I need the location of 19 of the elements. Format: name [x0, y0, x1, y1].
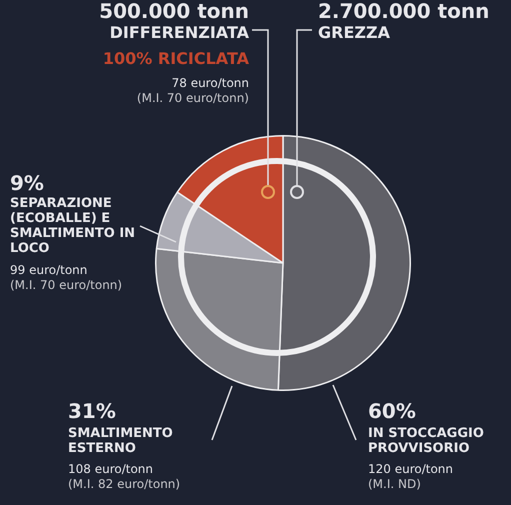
text: 500.000 tonn — [99, 0, 249, 23]
text: 99 euro/tonn — [10, 263, 88, 278]
text: 2.700.000 tonn — [318, 0, 490, 23]
text: 108 euro/tonn — [68, 462, 154, 477]
text: 31% — [68, 399, 116, 423]
text: 78 euro/tonn — [172, 76, 249, 91]
slice-label: DIFFERENZIATA — [110, 23, 249, 42]
text: (M.I. 70 euro/tonn) — [136, 91, 249, 106]
slice-label: SMALTIMENTO ESTERNO — [68, 426, 174, 457]
slice-label: IN STOCCAGGIO PROVVISORIO — [368, 426, 485, 457]
text: 120 euro/tonn — [368, 462, 454, 477]
text: 100% RICICLATA — [102, 49, 249, 68]
text: (M.I. 82 euro/tonn) — [68, 477, 180, 492]
text: (M.I. ND) — [368, 477, 421, 492]
slice-label: SEPARAZIONE (ECOBALLE) E SMALTIMENTO IN LOCO — [10, 196, 136, 257]
text: GREZZA — [318, 23, 390, 42]
text: 9% — [10, 171, 44, 195]
text: (M.I. 70 euro/tonn) — [10, 278, 122, 293]
text: 60% — [368, 399, 416, 423]
